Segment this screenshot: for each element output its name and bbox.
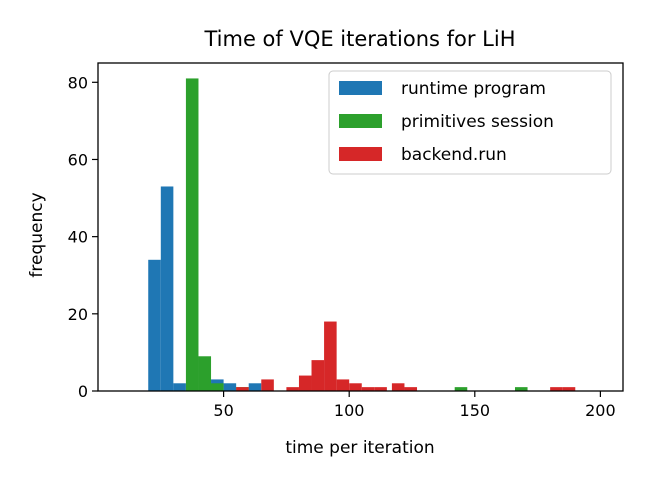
legend-label-1: primitives session [401, 112, 554, 132]
ticks-layer: 50 100 150 200 0 20 40 60 80 [68, 73, 616, 420]
bar-0-4 [223, 383, 237, 391]
legend-swatch-0 [339, 81, 382, 95]
bar-1-5 [514, 387, 528, 391]
bar-1-4 [454, 387, 468, 391]
x-tick-label-3: 200 [585, 401, 616, 420]
bar-0-0 [148, 259, 161, 391]
bar-1-0 [185, 78, 199, 391]
bar-2-13 [562, 387, 576, 391]
legend-swatch-1 [339, 114, 382, 128]
bar-1-1 [198, 356, 212, 391]
y-tick-label-3: 60 [68, 150, 88, 169]
bar-0-2 [173, 383, 186, 391]
legend-label-2: backend.run [401, 145, 507, 165]
bar-2-8 [361, 387, 375, 391]
plot-frame [97, 62, 624, 392]
legend: runtime program primitives session backend… [328, 70, 612, 175]
y-axis-label: frequency [27, 192, 47, 277]
y-tick-label-4: 80 [68, 73, 88, 92]
bar-0-5 [248, 383, 262, 391]
bar-2-11 [404, 387, 418, 391]
bar-1-2 [211, 383, 224, 391]
legend-box [328, 70, 612, 175]
bar-2-7 [349, 383, 362, 391]
legend-swatch-2 [339, 147, 382, 161]
bar-2-9 [374, 387, 387, 391]
y-tick-label-2: 40 [68, 228, 88, 247]
bar-2-0 [236, 387, 249, 391]
bar-2-5 [324, 321, 337, 391]
bar-2-6 [336, 379, 350, 391]
bar-2-4 [311, 360, 325, 391]
y-tick-label-0: 0 [78, 382, 88, 401]
bar-0-1 [160, 186, 174, 391]
x-tick-label-2: 150 [460, 401, 491, 420]
legend-label-0: runtime program [401, 79, 546, 99]
bar-2-2 [286, 387, 299, 391]
chart-title: Time of VQE iterations for LiH [203, 27, 515, 51]
x-tick-label-0: 50 [213, 401, 233, 420]
x-axis-label: time per iteration [285, 438, 434, 458]
bar-2-10 [391, 383, 405, 391]
bars-layer [148, 78, 576, 391]
bar-2-12 [550, 387, 563, 391]
y-tick-label-1: 20 [68, 305, 88, 324]
bar-2-1 [261, 379, 274, 391]
x-tick-label-1: 100 [334, 401, 365, 420]
bar-2-3 [298, 375, 312, 391]
